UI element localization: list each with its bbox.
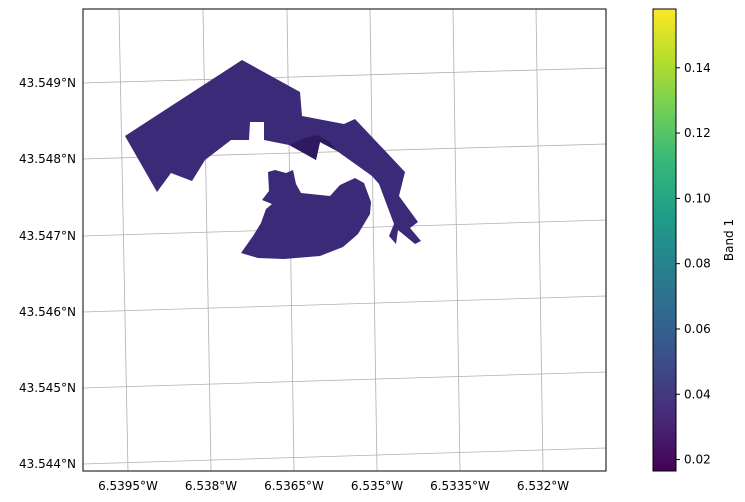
y-axis-tick-labels: 43.549°N 43.548°N 43.547°N 43.546°N 43.5…: [19, 76, 76, 471]
y-tick-label: 43.544°N: [19, 457, 76, 471]
colorbar-gradient: [653, 9, 676, 471]
colorbar-tick-label: 0.06: [684, 322, 711, 336]
x-tick-label: 6.5335°W: [430, 479, 490, 493]
colorbar-tick-label: 0.10: [684, 191, 711, 205]
map-axes: 6.5395°W 6.538°W 6.5365°W 6.535°W 6.5335…: [19, 8, 607, 493]
raster-footprint: [125, 60, 421, 259]
map-frame: [82, 8, 607, 472]
gridline: [118, 9, 129, 471]
colorbar-tick-label: 0.14: [684, 61, 711, 75]
x-tick-label: 6.535°W: [351, 479, 403, 493]
y-tick-label: 43.549°N: [19, 76, 76, 90]
x-tick-label: 6.532°W: [517, 479, 569, 493]
raster-channel-shadow: [290, 135, 337, 160]
x-axis-tick-labels: 6.5395°W 6.538°W 6.5365°W 6.535°W 6.5335…: [98, 479, 569, 493]
y-tick-label: 43.547°N: [19, 229, 76, 243]
colorbar-tick-label: 0.12: [684, 126, 711, 140]
x-tick-label: 6.5395°W: [98, 479, 158, 493]
colorbar-tick-label: 0.04: [684, 387, 711, 401]
raster-upper-region: [125, 60, 421, 244]
gridline: [83, 447, 606, 465]
colorbar-label: Band 1: [722, 219, 736, 261]
x-tick-label: 6.538°W: [185, 479, 237, 493]
gridline: [452, 9, 461, 471]
raster-lower-region: [241, 170, 371, 259]
gridline: [83, 67, 606, 84]
colorbar: 0.02 0.04 0.06 0.08 0.10 0.12 0.14 Band 1: [652, 8, 736, 472]
gridline: [535, 9, 544, 471]
colorbar-frame: [652, 8, 677, 472]
gridline: [83, 371, 606, 389]
x-tick-label: 6.5365°W: [264, 479, 324, 493]
gridline: [369, 9, 378, 471]
y-tick-label: 43.545°N: [19, 381, 76, 395]
colorbar-tick-label: 0.02: [684, 453, 711, 467]
gridline: [83, 295, 606, 313]
y-tick-label: 43.546°N: [19, 305, 76, 319]
colorbar-ticks: 0.02 0.04 0.06 0.08 0.10 0.12 0.14: [676, 61, 711, 467]
y-tick-label: 43.548°N: [19, 152, 76, 166]
colorbar-tick-label: 0.08: [684, 257, 711, 271]
